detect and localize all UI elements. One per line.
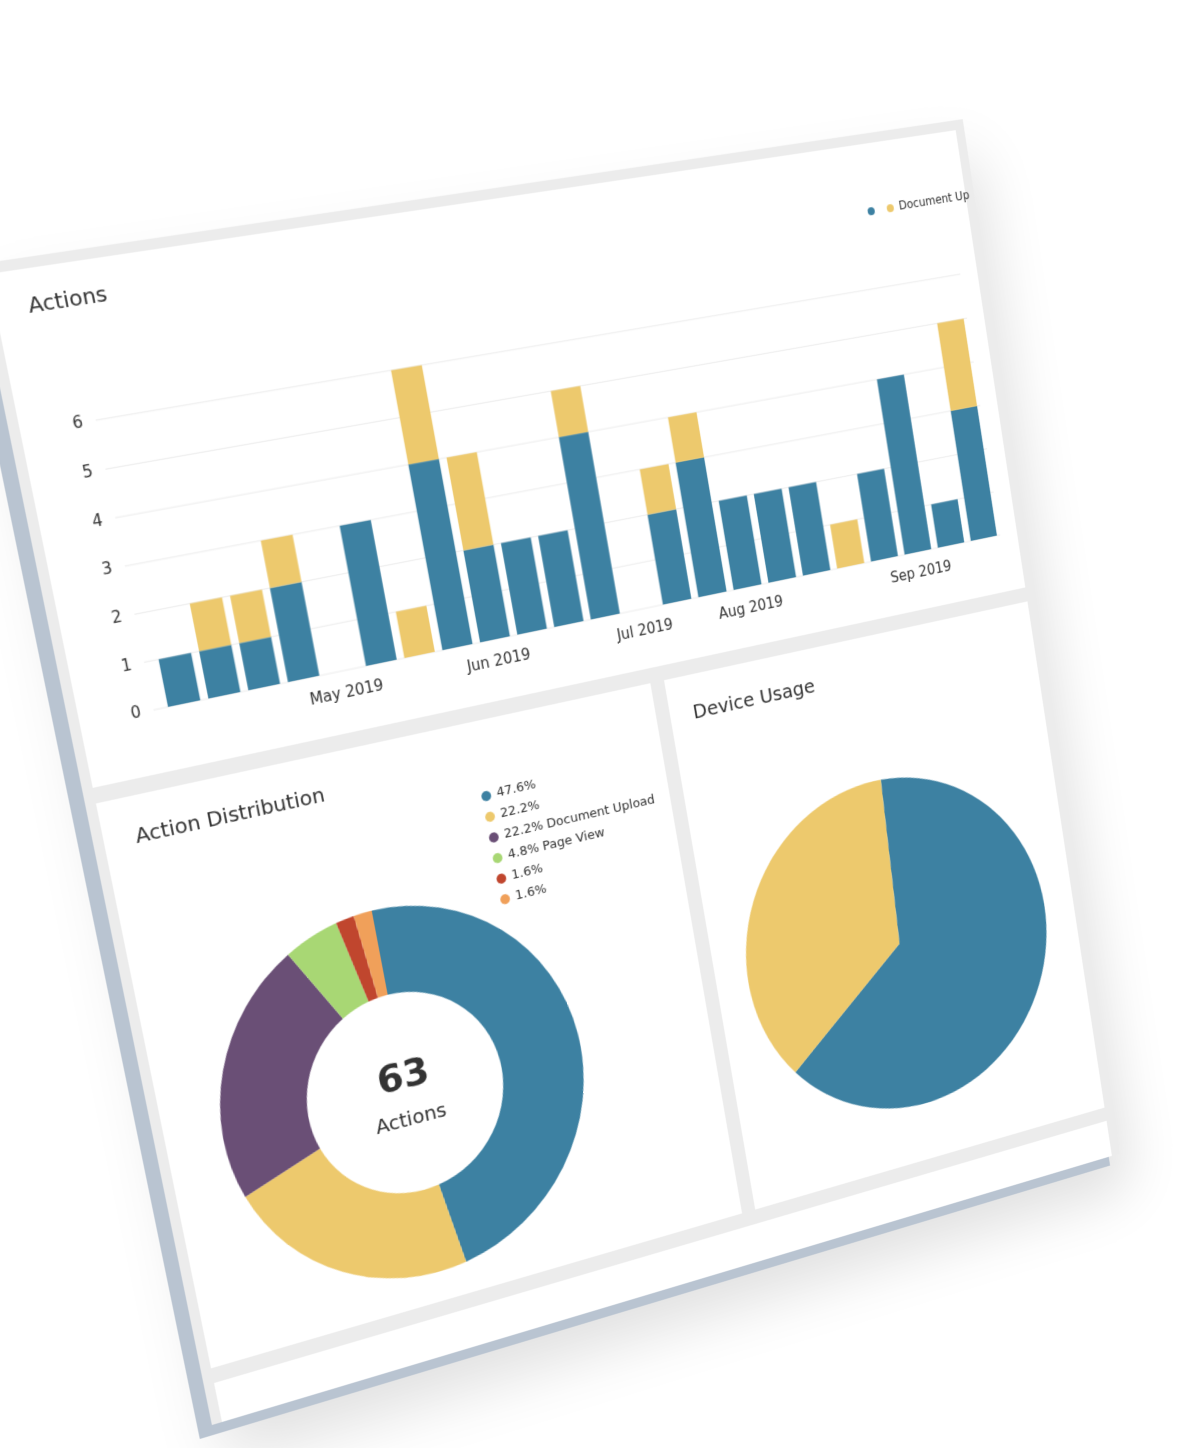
- page: Actions Action Distribution Device Usage…: [0, 0, 1188, 1448]
- dashboard-canvas: Actions Action Distribution Device Usage…: [0, 119, 1120, 1425]
- dashboard: Actions Action Distribution Device Usage…: [0, 119, 1120, 1425]
